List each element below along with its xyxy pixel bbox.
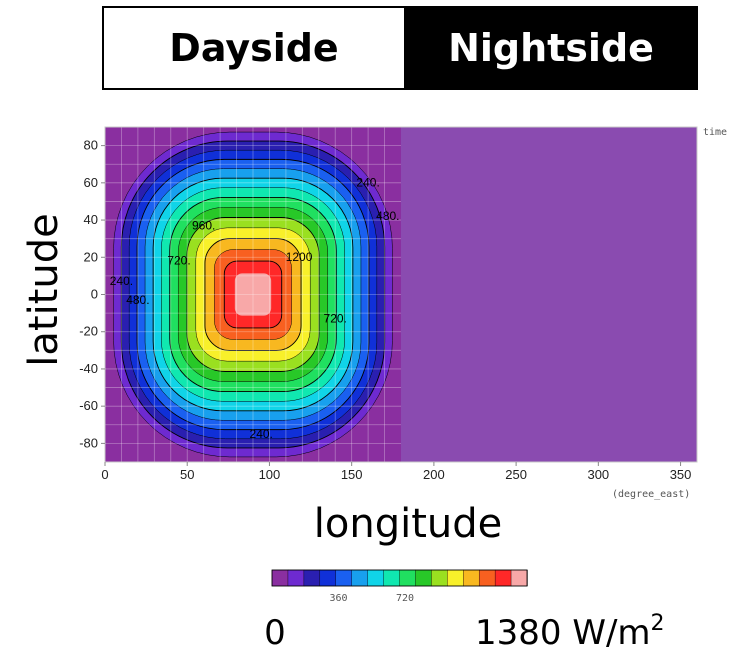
colorbar-swatch (335, 569, 353, 587)
colorbar-swatch (478, 569, 496, 587)
colorbar-min-label: 0 (264, 613, 286, 653)
colorbar-swatch (510, 569, 528, 587)
y-axis-label: latitude (21, 213, 67, 366)
colorbar-swatch (271, 569, 289, 587)
x-tick-label: 50 (180, 467, 194, 482)
dayside-text: Dayside (169, 26, 339, 70)
colorbar: 360 720 (271, 569, 528, 604)
x-tick-labels: 0 50 100 150 200 250 300 350 (101, 462, 691, 482)
colorbar-border (271, 569, 528, 587)
grid (105, 127, 401, 462)
corner-text: time (703, 127, 727, 138)
colorbar-max-label: 1380 W/m2 (475, 611, 665, 653)
dayside-field (105, 127, 401, 462)
x-tick-label: 200 (423, 467, 445, 482)
x-tick-label: 300 (587, 467, 609, 482)
x-unit-label: (degree_east) (612, 489, 690, 500)
x-tick-label: 250 (505, 467, 527, 482)
y-tick-label: 60 (84, 175, 98, 190)
y-tick-label: -40 (79, 361, 98, 376)
colorbar-swatch (303, 569, 321, 587)
colorbar-unit-sup: 2 (651, 611, 665, 636)
colorbar-swatch (351, 569, 369, 587)
y-tick-label: 40 (84, 212, 98, 227)
x-tick-label: 0 (101, 467, 108, 482)
contour-label: 480. (126, 293, 149, 307)
contour-label: 480. (376, 209, 399, 223)
contour-label: 240. (250, 427, 273, 441)
colorbar-swatch (463, 569, 480, 587)
colorbar-swatch (415, 569, 433, 587)
dayside-label: Dayside (102, 6, 406, 90)
colorbar-swatch (287, 569, 305, 587)
colorbar-swatch (494, 569, 512, 587)
y-tick-label: -20 (79, 324, 98, 339)
nightside-text: Nightside (448, 26, 654, 70)
x-tick-label: 100 (259, 467, 281, 482)
colorbar-swatch (399, 569, 417, 587)
colorbar-tick-label: 720 (396, 593, 414, 604)
contour-label: 720. (324, 311, 347, 325)
y-tick-label: 20 (84, 249, 98, 264)
colorbar-swatch (383, 569, 401, 587)
x-axis-label: longitude (314, 501, 502, 547)
x-tick-label: 150 (341, 467, 363, 482)
contour-label: 720. (167, 254, 190, 268)
contour-labels: 240. 480. 960. 1200 720. 240. 480. 720. 240. (110, 176, 400, 441)
contour-label: 240. (110, 274, 133, 288)
colorbar-unit: W/m (572, 613, 650, 653)
colorbar-swatch (367, 569, 385, 587)
contour-label: 240. (356, 176, 379, 190)
y-tick-labels: 80 60 40 20 0 -20 -40 -60 -80 (79, 138, 105, 450)
y-tick-label: 80 (84, 138, 98, 153)
colorbar-tick-label: 360 (329, 593, 347, 604)
colorbar-swatch (447, 569, 464, 587)
x-tick-label: 350 (670, 467, 692, 482)
nightside-label: Nightside (404, 6, 698, 90)
colorbar-swatch (319, 569, 337, 587)
y-tick-label: 0 (91, 287, 98, 302)
band-15 (234, 273, 272, 316)
y-tick-label: -80 (79, 435, 98, 450)
contour-label: 960. (192, 218, 215, 232)
nightside-field (401, 127, 697, 462)
colorbar-max-value: 1380 (475, 613, 562, 653)
y-tick-label: -60 (79, 398, 98, 413)
colorbar-swatch (431, 569, 449, 587)
contour-label: 1200 (286, 250, 313, 264)
